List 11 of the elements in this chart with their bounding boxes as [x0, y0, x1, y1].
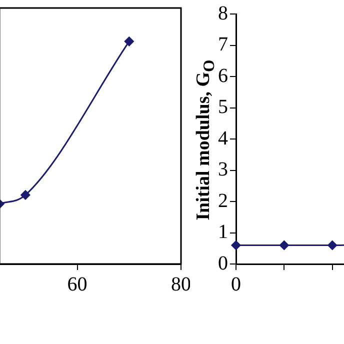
y-tick-label: 2	[218, 190, 228, 212]
x-tick-label: 60	[67, 273, 88, 296]
y-tick-label: 3	[218, 158, 228, 180]
y-tick-label: 6	[218, 64, 228, 87]
y-tick-label: 7	[218, 34, 228, 56]
y-tick-label: 0	[218, 252, 228, 274]
y-tick-label: 1	[218, 221, 228, 243]
x-tick-label: 80	[171, 273, 191, 296]
y-tick-label: 5	[218, 96, 228, 118]
y-tick-label: 8	[218, 2, 228, 24]
y-tick-label: 4	[218, 127, 228, 150]
